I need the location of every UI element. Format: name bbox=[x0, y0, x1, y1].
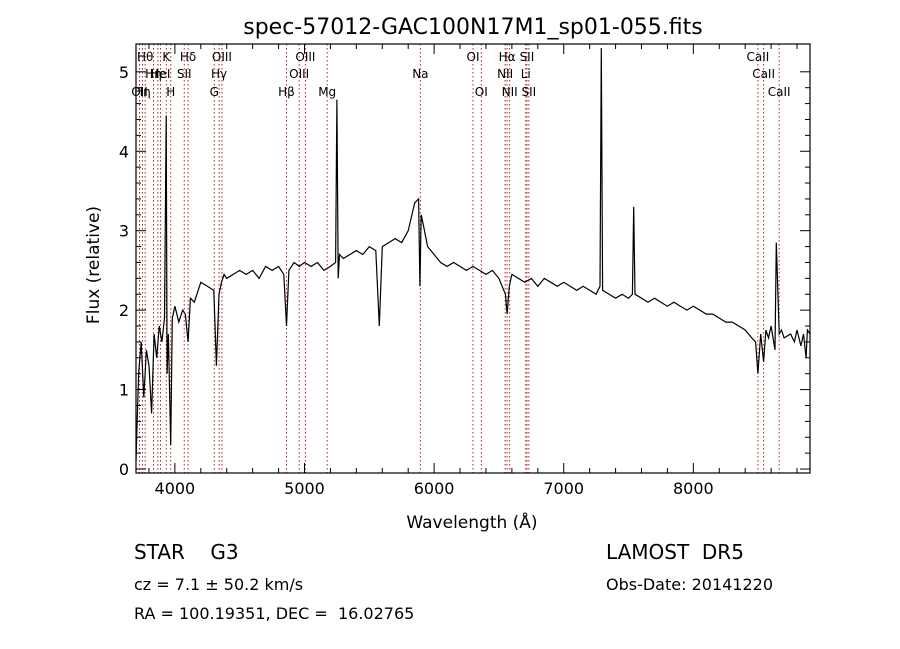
line-label: SII bbox=[520, 50, 535, 64]
x-tick-label: 6000 bbox=[414, 479, 455, 498]
line-label: CaII bbox=[768, 85, 791, 99]
object-class: STAR G3 bbox=[134, 540, 239, 564]
line-label: Li bbox=[521, 67, 531, 81]
y-axis-ticks: 0 1 2 3 4 5 bbox=[119, 63, 810, 479]
ra-dec-coordinates: RA = 100.19351, DEC = 16.02765 bbox=[134, 604, 415, 623]
y-tick-label: 4 bbox=[119, 142, 129, 161]
plot-frame bbox=[135, 43, 811, 474]
line-label: Hδ bbox=[180, 50, 196, 64]
line-label: Hγ bbox=[211, 67, 227, 81]
line-label: Hη bbox=[134, 85, 151, 99]
observation-date: Obs-Date: 20141220 bbox=[606, 575, 774, 594]
y-tick-label: 5 bbox=[119, 63, 129, 82]
x-tick-label: 7000 bbox=[543, 479, 584, 498]
redshift-velocity: cz = 7.1 ± 50.2 km/s bbox=[134, 575, 304, 594]
line-label: OI bbox=[475, 85, 488, 99]
line-label: HeI bbox=[151, 67, 171, 81]
line-label: H bbox=[166, 85, 175, 99]
line-label: Hα bbox=[499, 50, 516, 64]
survey-release: LAMOST DR5 bbox=[606, 540, 744, 564]
x-axis-ticks: 4000 5000 6000 7000 8000 bbox=[148, 44, 798, 498]
line-label: OIII bbox=[289, 67, 309, 81]
chart-title: spec-57012-GAC100N17M1_sp01-055.fits bbox=[243, 15, 703, 40]
x-tick-label: 4000 bbox=[155, 479, 196, 498]
y-tick-label: 0 bbox=[119, 460, 129, 479]
line-label: G bbox=[210, 85, 219, 99]
line-label: NII bbox=[502, 85, 518, 99]
line-label: He bbox=[150, 67, 166, 81]
line-label: Hθ bbox=[137, 50, 153, 64]
x-axis-label: Wavelength (Å) bbox=[406, 511, 537, 533]
line-label: K bbox=[162, 50, 171, 64]
y-axis-label: Flux (relative) bbox=[84, 206, 104, 324]
line-label: OIII bbox=[295, 50, 315, 64]
y-tick-label: 2 bbox=[119, 301, 129, 320]
line-label: NII bbox=[497, 67, 513, 81]
line-label: CaII bbox=[746, 50, 769, 64]
y-tick-label: 1 bbox=[119, 381, 129, 400]
line-label: SII bbox=[522, 85, 537, 99]
line-label: Mg bbox=[318, 85, 336, 99]
x-tick-label: 8000 bbox=[673, 479, 714, 498]
line-label: Hβ bbox=[278, 85, 295, 99]
x-tick-label: 5000 bbox=[284, 479, 325, 498]
spectrum-line bbox=[135, 47, 811, 462]
line-label: CaII bbox=[752, 67, 775, 81]
line-label: SII bbox=[177, 67, 192, 81]
line-label: Na bbox=[412, 67, 428, 81]
line-label: Hη bbox=[145, 67, 162, 81]
line-label: OIII bbox=[212, 50, 232, 64]
line-label: OII bbox=[131, 85, 148, 99]
line-label: OI bbox=[467, 50, 480, 64]
y-tick-label: 3 bbox=[119, 222, 129, 241]
spectral-line-labels: OIIHηHθHηHeHeIKHSIIHδGHγOIIIHβOIIIOIIIMg… bbox=[131, 50, 790, 99]
spectral-line-markers bbox=[138, 44, 780, 473]
